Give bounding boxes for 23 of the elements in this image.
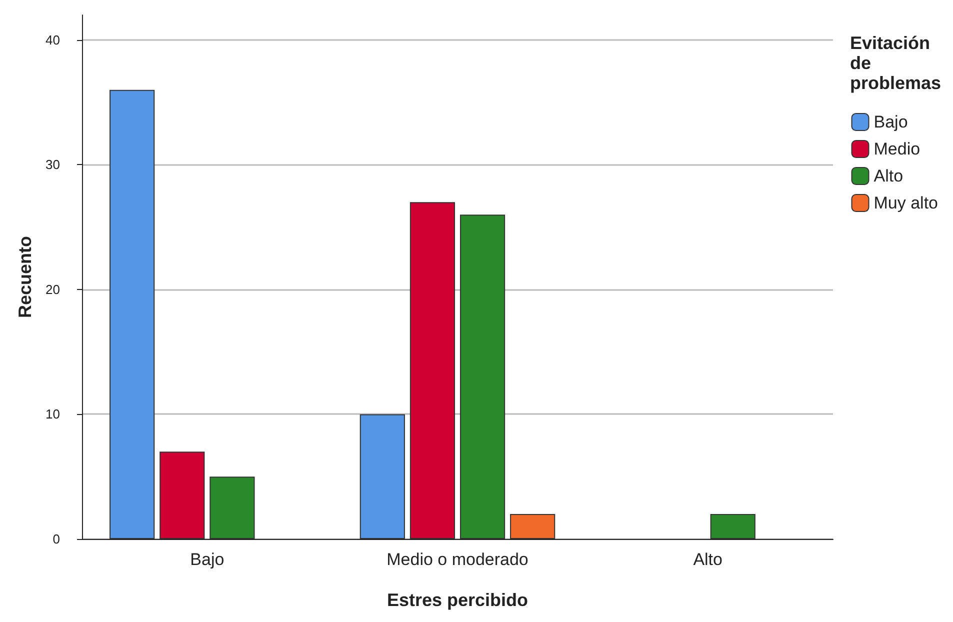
legend-label: Alto: [874, 166, 904, 186]
x-tick-label: Bajo: [190, 550, 224, 569]
x-axis-title: Estres percibido: [386, 590, 528, 610]
y-tick-label: 40: [46, 32, 60, 48]
legend-label: Bajo: [874, 112, 908, 132]
x-tick-label: Medio o moderado: [386, 550, 528, 569]
y-tick-label: 30: [46, 157, 60, 172]
legend-label: Muy alto: [874, 194, 938, 212]
bar: [110, 90, 155, 539]
y-axis-title: Recuento: [15, 236, 35, 318]
bar: [410, 202, 456, 539]
legend-label: Medio: [874, 140, 920, 158]
bar: [710, 514, 756, 539]
bar: [510, 514, 556, 539]
bar: [210, 476, 255, 539]
y-tick-label: 20: [46, 282, 60, 297]
bar: [460, 214, 506, 539]
y-tick-label: 0: [52, 532, 60, 546]
legend-title: Evitación de problemas: [850, 33, 942, 93]
bar: [160, 452, 205, 539]
x-tick-label: Alto: [693, 550, 722, 569]
y-tick-label: 10: [46, 406, 60, 422]
bar: [360, 414, 405, 539]
